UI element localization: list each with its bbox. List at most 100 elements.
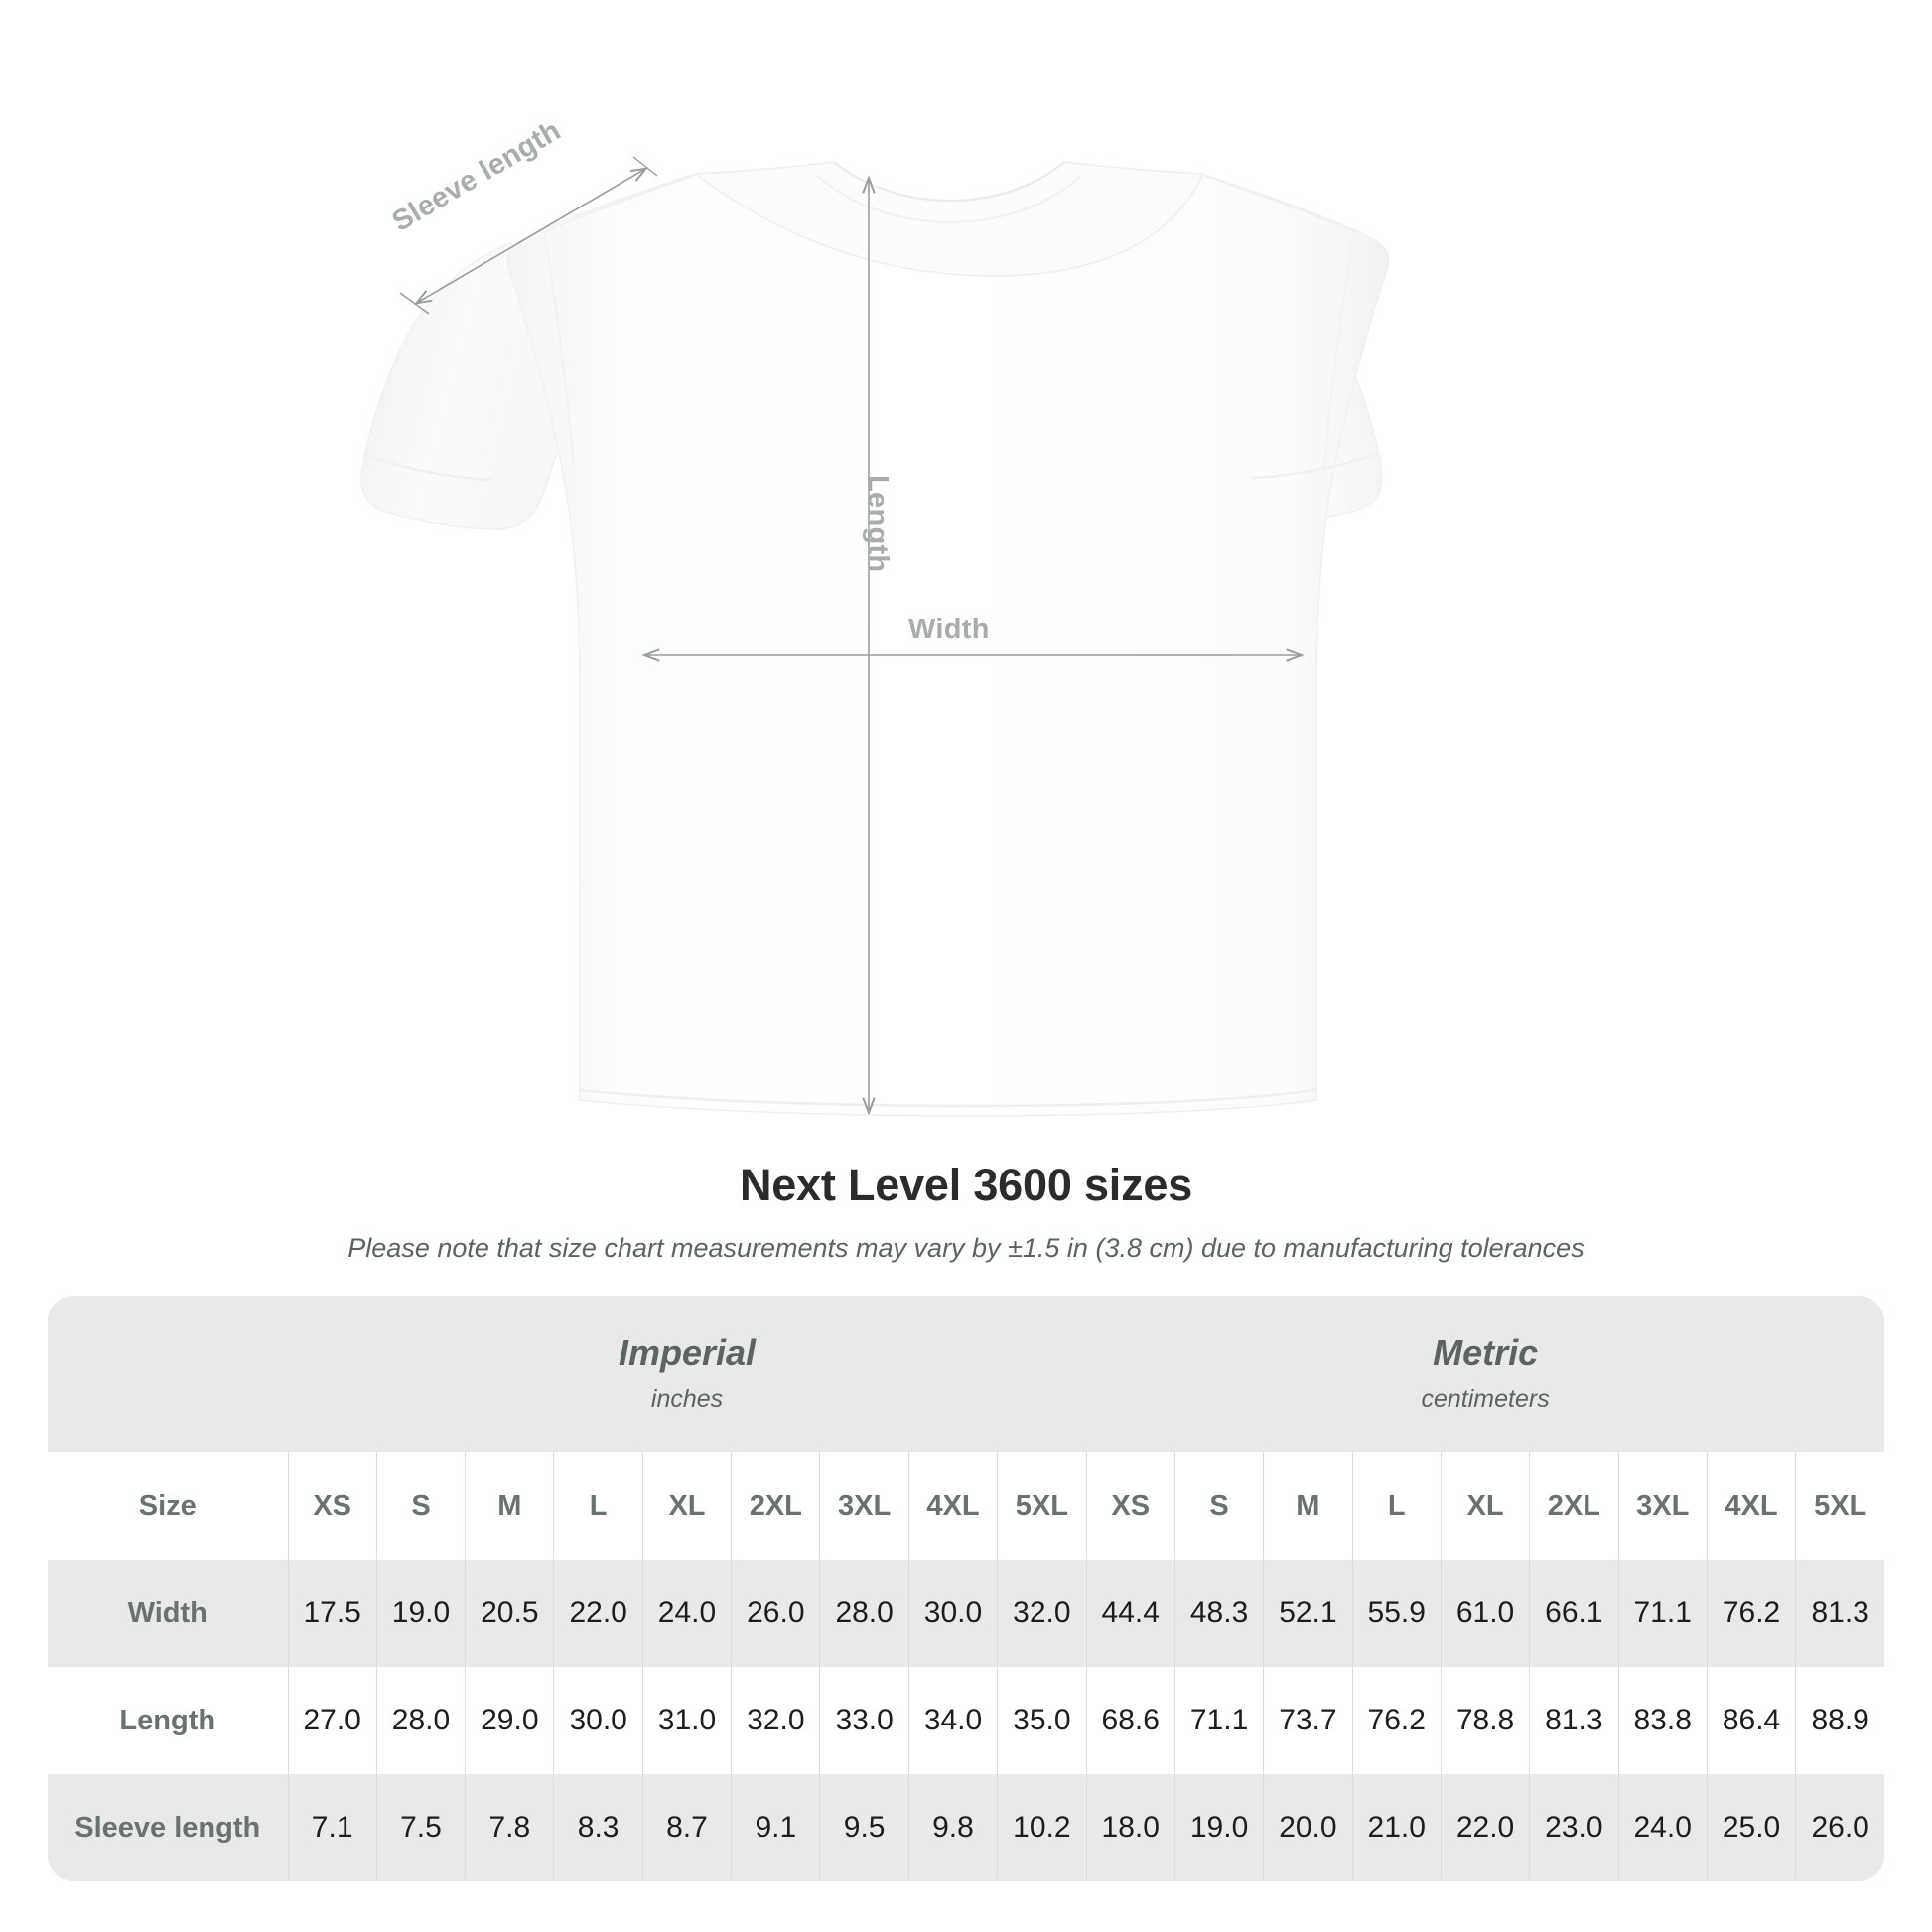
table-row-length: Length 27.0 28.0 29.0 30.0 31.0 32.0 33.… (48, 1667, 1885, 1774)
cell-length-imp-l: 30.0 (553, 1667, 643, 1774)
size-col-met-5xl: 5XL (1795, 1452, 1885, 1560)
cell-length-imp-3xl: 33.0 (819, 1667, 909, 1774)
cell-sleeve-met-2xl: 23.0 (1529, 1774, 1619, 1881)
size-col-met-xs: XS (1085, 1452, 1175, 1560)
cell-sleeve-imp-m: 7.8 (465, 1774, 554, 1881)
cell-length-met-3xl: 83.8 (1617, 1667, 1708, 1774)
cell-width-met-s: 48.3 (1173, 1560, 1264, 1667)
cell-length-met-xs: 68.6 (1085, 1667, 1175, 1774)
cell-width-met-5xl: 81.3 (1795, 1560, 1885, 1667)
cell-width-met-m: 52.1 (1263, 1560, 1353, 1667)
cell-length-imp-4xl: 34.0 (907, 1667, 998, 1774)
cell-sleeve-imp-4xl: 9.8 (907, 1774, 998, 1881)
size-header-row: Size XS S M L XL 2XL 3XL 4XL 5XL XS S M … (48, 1452, 1885, 1560)
cell-sleeve-met-m: 20.0 (1263, 1774, 1353, 1881)
right-sleeve-hem (1251, 451, 1379, 480)
right-armhole-seam (1323, 231, 1355, 468)
cell-length-imp-xs: 27.0 (287, 1667, 377, 1774)
size-table: Imperial inches Metric centimeters Size … (48, 1296, 1885, 1881)
size-col-imp-m: M (465, 1452, 554, 1560)
page-title: Next Level 3600 sizes (739, 1160, 1193, 1210)
cell-width-met-4xl: 76.2 (1706, 1560, 1796, 1667)
cell-width-imp-xl: 24.0 (641, 1560, 732, 1667)
cell-length-imp-m: 29.0 (465, 1667, 554, 1774)
cell-sleeve-imp-2xl: 9.1 (731, 1774, 820, 1881)
cell-width-met-xs: 44.4 (1085, 1560, 1175, 1667)
cell-length-imp-5xl: 35.0 (997, 1667, 1087, 1774)
size-col-imp-xl: XL (641, 1452, 732, 1560)
right-shoulder-seam (1202, 173, 1355, 234)
cell-width-met-3xl: 71.1 (1617, 1560, 1708, 1667)
cell-sleeve-imp-5xl: 10.2 (997, 1774, 1087, 1881)
sleeve-tick-lower (399, 292, 430, 315)
system-header-metric: Metric centimeters (1086, 1296, 1885, 1452)
cell-sleeve-imp-s: 7.5 (375, 1774, 466, 1881)
row-label-sleeve-length: Sleeve length (48, 1774, 288, 1881)
size-col-met-3xl: 3XL (1617, 1452, 1708, 1560)
cell-width-imp-s: 19.0 (375, 1560, 466, 1667)
cell-sleeve-met-s: 19.0 (1173, 1774, 1264, 1881)
size-col-met-s: S (1173, 1452, 1264, 1560)
size-col-imp-l: L (553, 1452, 643, 1560)
left-sleeve-hem (365, 453, 493, 482)
system-name-imperial: Imperial (619, 1331, 757, 1373)
system-header-imperial: Imperial inches (288, 1296, 1087, 1452)
cell-sleeve-met-3xl: 24.0 (1617, 1774, 1708, 1881)
cell-sleeve-imp-xs: 7.1 (287, 1774, 377, 1881)
cell-width-imp-2xl: 26.0 (731, 1560, 820, 1667)
cell-width-imp-xs: 17.5 (287, 1560, 377, 1667)
neckline-outer (815, 174, 1083, 223)
bottom-hem (580, 1088, 1316, 1108)
table-row-sleeve-length: Sleeve length 7.1 7.5 7.8 8.3 8.7 9.1 9.… (48, 1774, 1885, 1881)
cell-length-imp-xl: 31.0 (641, 1667, 732, 1774)
size-col-met-m: M (1263, 1452, 1353, 1560)
title-block: Next Level 3600 sizes Please note that s… (0, 1160, 1932, 1264)
width-label: Width (908, 614, 990, 645)
table-row-width: Width 17.5 19.0 20.5 22.0 24.0 26.0 28.0… (48, 1560, 1885, 1667)
cell-sleeve-imp-3xl: 9.5 (819, 1774, 909, 1881)
size-col-met-l: L (1351, 1452, 1442, 1560)
tolerance-note: Please note that size chart measurements… (347, 1233, 1585, 1263)
neckline-inner (833, 161, 1065, 202)
size-col-imp-xs: XS (287, 1452, 377, 1560)
row-label-length: Length (48, 1667, 288, 1774)
cell-width-imp-m: 20.5 (465, 1560, 554, 1667)
sleeve-length-arrow (417, 169, 645, 303)
cell-length-met-s: 71.1 (1173, 1667, 1264, 1774)
cell-width-imp-l: 22.0 (553, 1560, 643, 1667)
cell-sleeve-imp-l: 8.3 (553, 1774, 643, 1881)
cell-width-imp-4xl: 30.0 (907, 1560, 998, 1667)
cell-width-met-2xl: 66.1 (1529, 1560, 1619, 1667)
size-col-met-4xl: 4XL (1706, 1452, 1796, 1560)
system-header-spacer (48, 1296, 288, 1452)
cell-width-imp-3xl: 28.0 (819, 1560, 909, 1667)
cell-length-imp-2xl: 32.0 (731, 1667, 820, 1774)
size-col-met-2xl: 2XL (1529, 1452, 1619, 1560)
tshirt-diagram: Sleeve length Length Width (360, 114, 1390, 1117)
cell-length-met-m: 73.7 (1263, 1667, 1353, 1774)
cell-width-met-l: 55.9 (1351, 1560, 1442, 1667)
cell-length-met-2xl: 81.3 (1529, 1667, 1619, 1774)
size-col-imp-2xl: 2XL (731, 1452, 820, 1560)
size-col-met-xl: XL (1440, 1452, 1530, 1560)
row-label-size: Size (48, 1452, 288, 1560)
cell-sleeve-met-5xl: 26.0 (1795, 1774, 1885, 1881)
length-label: Length (862, 475, 894, 573)
cell-sleeve-met-xl: 22.0 (1440, 1774, 1530, 1881)
system-unit-imperial: inches (650, 1384, 724, 1413)
cell-sleeve-imp-xl: 8.7 (641, 1774, 732, 1881)
system-unit-metric: centimeters (1421, 1384, 1550, 1413)
size-col-imp-s: S (375, 1452, 466, 1560)
cell-sleeve-met-l: 21.0 (1351, 1774, 1442, 1881)
size-table-wrapper: Imperial inches Metric centimeters Size … (48, 1296, 1885, 1881)
system-name-metric: Metric (1433, 1331, 1539, 1373)
row-label-width: Width (48, 1560, 288, 1667)
cell-sleeve-met-4xl: 25.0 (1706, 1774, 1796, 1881)
size-col-imp-3xl: 3XL (819, 1452, 909, 1560)
cell-width-imp-5xl: 32.0 (997, 1560, 1087, 1667)
system-header-row: Imperial inches Metric centimeters (48, 1296, 1885, 1452)
cell-length-met-5xl: 88.9 (1795, 1667, 1885, 1774)
sleeve-tick-upper (632, 156, 658, 177)
size-col-imp-5xl: 5XL (997, 1452, 1087, 1560)
